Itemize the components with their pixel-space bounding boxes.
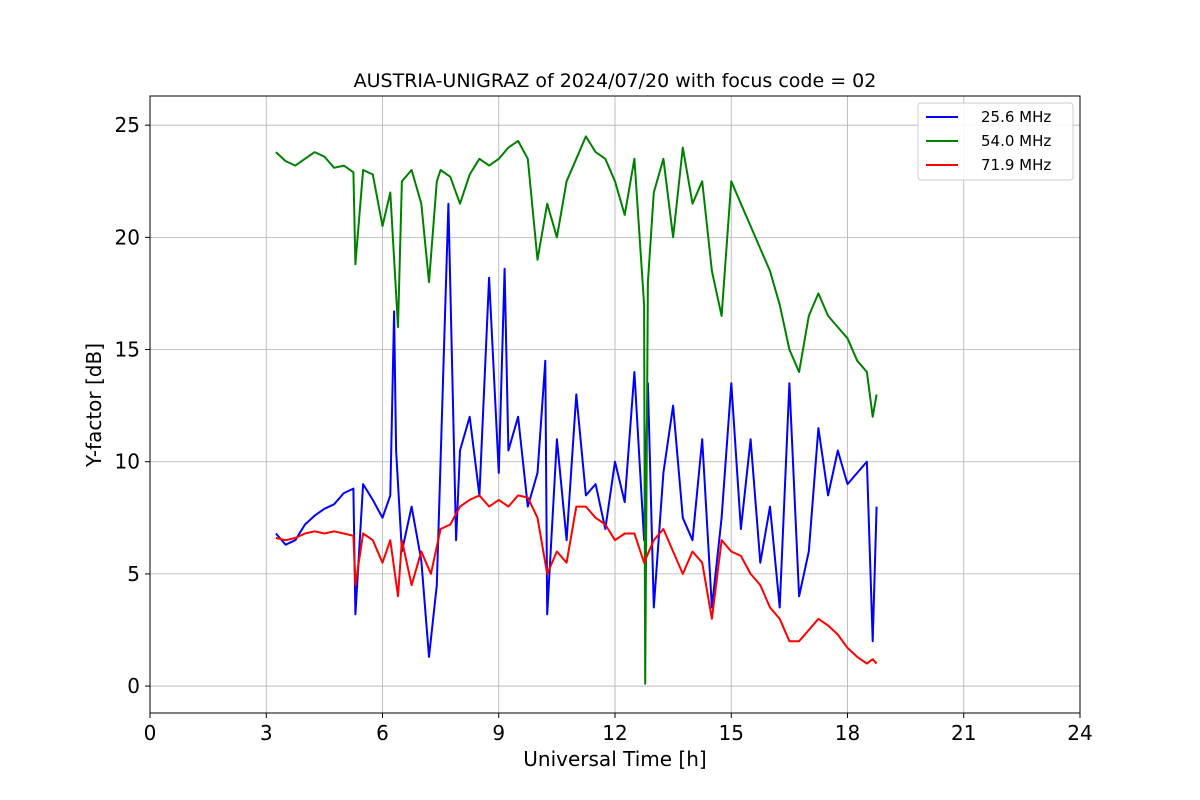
x-tick-label: 21	[951, 721, 976, 745]
x-tick-label: 9	[492, 721, 505, 745]
x-tick-label: 0	[144, 721, 157, 745]
x-tick-label: 24	[1067, 721, 1092, 745]
series-line-1	[275, 202, 878, 658]
x-tick-label: 6	[376, 721, 389, 745]
legend-label: 54.0 MHz	[981, 132, 1051, 150]
y-tick-label: 15	[115, 338, 140, 362]
x-tick-label: 18	[835, 721, 860, 745]
series-line-2	[275, 135, 878, 685]
x-axis-ticks: 0 3 6 9 12 15 18 21 24	[144, 713, 1093, 745]
y-tick-label: 25	[115, 113, 140, 137]
x-tick-label: 3	[260, 721, 273, 745]
legend-label: 71.9 MHz	[981, 156, 1051, 174]
y-axis-ticks: 0 5 10 15 20 25	[115, 113, 150, 698]
y-tick-label: 5	[127, 562, 140, 586]
legend-box	[917, 102, 1074, 181]
x-tick-label: 15	[719, 721, 744, 745]
series-layer	[275, 135, 878, 685]
x-tick-label: 12	[602, 721, 627, 745]
y-tick-label: 20	[115, 225, 140, 249]
y-axis-label: Y-factor [dB]	[82, 343, 106, 468]
series-line-3	[275, 494, 878, 665]
chart-title: AUSTRIA-UNIGRAZ of 2024/07/20 with focus…	[354, 70, 877, 92]
legend-label: 25.6 MHz	[981, 108, 1051, 126]
y-tick-label: 0	[127, 674, 140, 698]
legend: 25.6 MHz 54.0 MHz 71.9 MHz	[917, 102, 1074, 181]
y-tick-label: 10	[115, 450, 140, 474]
x-axis-label: Universal Time [h]	[523, 747, 706, 771]
